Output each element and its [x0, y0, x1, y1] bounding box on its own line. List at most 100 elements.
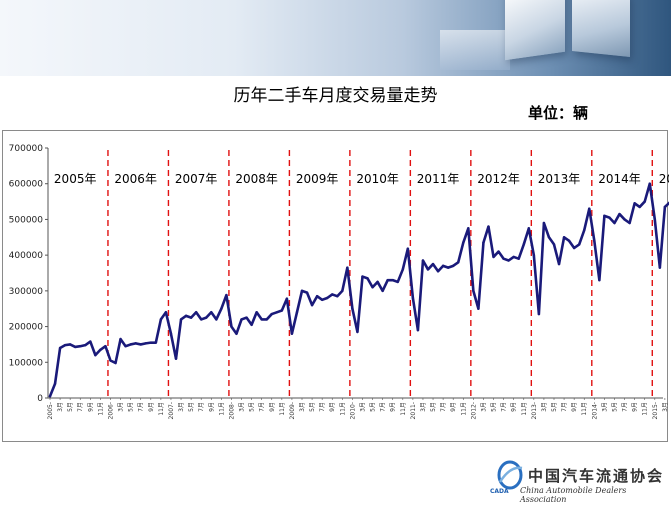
x-tick-label: 11月 [400, 402, 407, 416]
data-point [441, 264, 445, 268]
x-tick-label: 9月 [632, 402, 639, 412]
data-point [220, 307, 223, 310]
data-point [572, 246, 576, 250]
data-point [532, 253, 536, 257]
data-point [482, 241, 485, 244]
data-point [159, 318, 163, 321]
data-point [396, 280, 399, 284]
data-point [139, 343, 142, 346]
data-point [305, 291, 309, 294]
data-point [174, 357, 178, 360]
line-chart: 0 100000 200000 300000 400000 500000 600000 700… [9, 144, 669, 419]
x-tick-label: 2011- [410, 402, 417, 419]
data-point [260, 318, 263, 321]
data-point [356, 330, 359, 334]
x-tick-label: 9月 [450, 402, 457, 412]
x-tick-label: 2012- [470, 402, 477, 419]
year-label: 2005年 [54, 172, 97, 186]
year-label: 2008年 [235, 172, 278, 186]
data-point [462, 241, 465, 244]
data-point [114, 361, 117, 365]
x-tick-label: 3月 [541, 402, 548, 412]
x-tick-label: 7月 [198, 402, 205, 412]
data-point [467, 227, 470, 230]
y-tick-label: 0 [37, 394, 43, 404]
x-tick-label: 3月 [662, 402, 669, 412]
year-label: 2010年 [356, 172, 399, 186]
data-point [58, 346, 62, 350]
data-point [623, 218, 626, 221]
x-tick-label: 11月 [218, 402, 225, 416]
data-point [351, 307, 354, 310]
data-point [336, 295, 339, 298]
x-tick-label: 2006- [107, 402, 114, 419]
y-tick-label: 600000 [9, 180, 44, 190]
x-tick-label: 2013- [531, 402, 538, 419]
data-point [452, 264, 455, 268]
data-point [194, 311, 198, 314]
data-point [653, 218, 656, 221]
x-tick-label: 3月 [118, 402, 125, 412]
year-label: 2014年 [598, 172, 641, 186]
data-point [144, 342, 147, 345]
data-point [99, 348, 102, 351]
data-point [341, 289, 344, 293]
data-point [240, 318, 243, 321]
data-point [326, 296, 329, 300]
data-point [149, 341, 152, 344]
x-tick-label: 3月 [359, 402, 366, 412]
data-point [401, 268, 404, 271]
data-point [270, 312, 273, 316]
x-tick-label: 11月 [339, 402, 346, 416]
data-point [63, 343, 67, 347]
data-point [567, 239, 571, 243]
x-tick-label: 3月 [239, 402, 246, 412]
x-tick-label: 9月 [269, 402, 276, 412]
data-point [68, 343, 72, 346]
data-point [411, 296, 415, 300]
x-tick-label: 9月 [329, 402, 336, 412]
data-point [184, 314, 188, 318]
data-point [542, 221, 546, 225]
data-point [583, 228, 586, 232]
data-point [547, 236, 551, 239]
x-tick-label: 11月 [521, 402, 528, 416]
data-point [457, 261, 460, 264]
x-tick-label: 2008- [228, 402, 235, 419]
data-point [426, 268, 430, 271]
data-point [205, 316, 208, 319]
association-abbr: CADA [490, 488, 509, 495]
data-point [663, 205, 667, 209]
x-tick-label: 5月 [491, 402, 498, 412]
data-point [189, 316, 193, 319]
x-tick-label: 9月 [87, 402, 94, 412]
data-point [588, 207, 591, 210]
data-point [416, 328, 420, 332]
x-tick-label: 9月 [571, 402, 578, 412]
year-label: 2015年 [659, 172, 669, 186]
data-point [89, 340, 92, 343]
unit-label: 单位：辆 [528, 104, 589, 122]
x-tick-label: 3月 [178, 402, 185, 412]
data-point [557, 262, 561, 266]
data-point [608, 216, 611, 219]
year-label: 2006年 [114, 172, 157, 186]
data-point [295, 311, 299, 314]
x-tick-label: 7月 [259, 402, 266, 412]
x-tick-label: 7月 [319, 402, 326, 412]
y-tick-label: 700000 [9, 144, 44, 154]
x-tick-label: 9月 [208, 402, 215, 412]
data-point [633, 202, 636, 205]
data-point [603, 214, 606, 218]
data-point [109, 359, 112, 362]
y-tick-label: 500000 [9, 215, 44, 225]
x-tick-label: 7月 [561, 402, 568, 412]
x-tick-label: 5月 [611, 402, 618, 412]
data-point [179, 318, 183, 321]
abstract-cube-icon [572, 0, 630, 58]
data-point [300, 289, 304, 293]
x-tick-label: 3月 [480, 402, 487, 412]
data-point [487, 225, 490, 228]
data-point [658, 266, 662, 269]
data-point [94, 353, 97, 357]
